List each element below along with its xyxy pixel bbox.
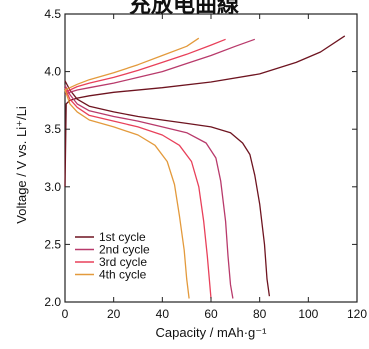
y-tick-label: 3.5 (44, 122, 61, 136)
y-tick-label: 4.0 (44, 65, 61, 79)
x-tick-label: 80 (253, 307, 267, 321)
y-tick-label: 2.0 (44, 295, 61, 309)
y-tick-label: 2.5 (44, 237, 61, 251)
y-tick-label: 4.5 (44, 7, 61, 21)
x-tick-label: 120 (347, 307, 367, 321)
series-1-discharge-curve (64, 80, 271, 297)
series-3-discharge-curve (64, 87, 212, 299)
series-4-discharge-curve (64, 89, 190, 299)
x-tick-label: 60 (204, 307, 218, 321)
y-axis-label: Voltage / V vs. Li⁺/Li (14, 106, 29, 224)
series-curves (64, 35, 346, 299)
series-2-charge-curve (64, 38, 256, 96)
legend-label: 2nd cycle (99, 243, 150, 257)
cropped-figure-title: 充放电曲線 (129, 0, 239, 18)
legend-label: 3rd cycle (99, 255, 147, 269)
axis-ticks: 0 20 40 60 80 100 120 2.0 2.5 3.0 3.5 4.0 4.5 (44, 7, 367, 321)
x-tick-label: 100 (298, 307, 318, 321)
series-3-charge-curve (64, 38, 226, 93)
x-tick-label: 20 (107, 307, 121, 321)
y-tick-label: 3.0 (44, 180, 61, 194)
series-4-charge-curve (64, 37, 200, 91)
x-tick-label: 40 (156, 307, 170, 321)
series-2-discharge-curve (64, 85, 234, 299)
legend-label: 1st cycle (99, 230, 146, 244)
x-axis-label: Capacity / mAh·g⁻¹ (156, 325, 268, 340)
x-tick-label: 0 (62, 307, 69, 321)
series-1-charge-curve (64, 35, 346, 187)
legend-label: 4th cycle (99, 268, 147, 282)
